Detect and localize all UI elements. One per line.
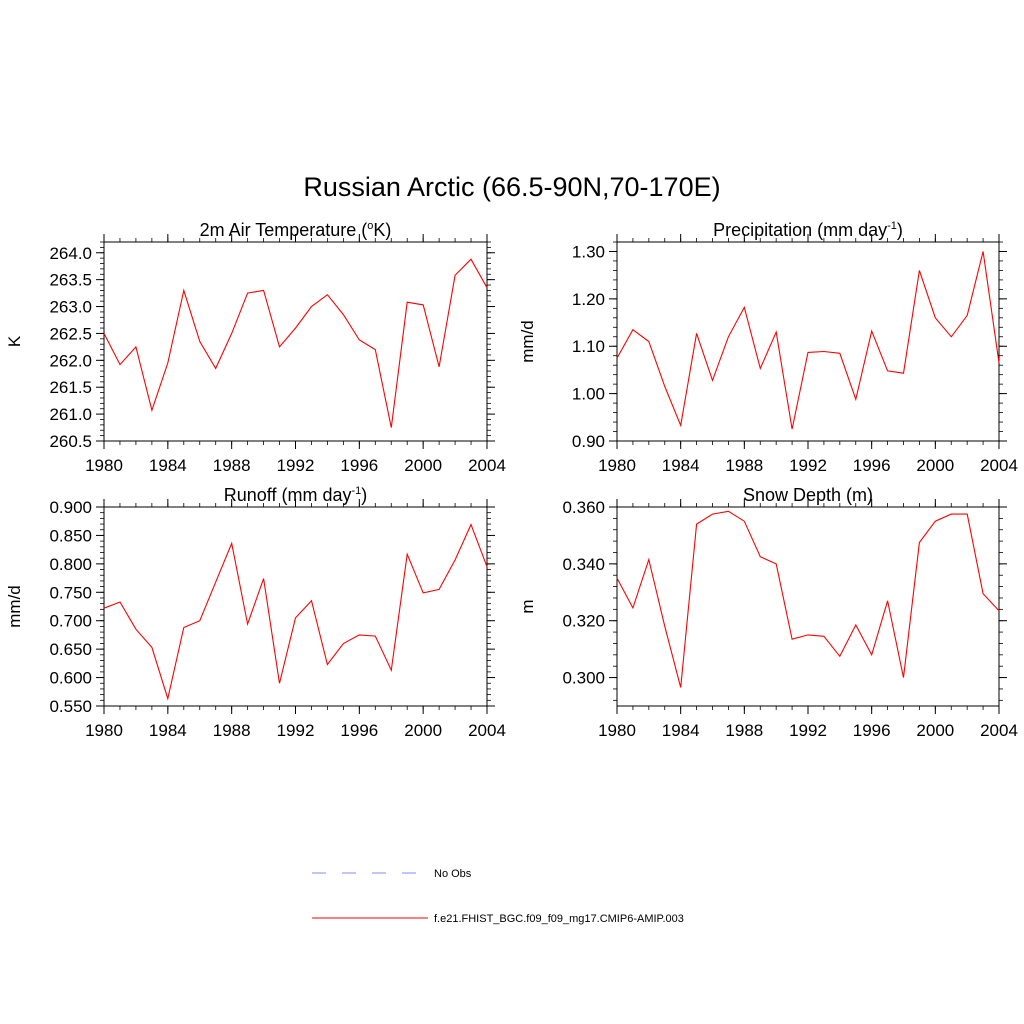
series-line-snow-depth [616,510,1000,688]
panel-runoff: 0.550 0.600 0.650 0.700 0.750 0.800 0.850 0.900… [5,485,506,740]
y-tick-label: 263.5 [49,271,92,290]
y-tick-label: 262.0 [49,351,92,370]
panel-title: Runoff (mm day-1) [224,485,368,505]
y-tick-label: 0.800 [49,555,92,574]
x-tick-label: 2000 [404,456,442,475]
panel-title: 2m Air Temperature (oK) [200,220,392,240]
y-tick-label: 1.30 [572,242,605,261]
x-tick-label: 1988 [213,456,251,475]
y-axis-label: K [5,335,24,347]
y-tick-label: 261.5 [49,378,92,397]
x-tick-label: 2004 [468,456,506,475]
y-tick-label: 261.0 [49,405,92,424]
panel-snow-depth: 0.300 0.320 0.340 0.360 1980 1984 1988 1992 1996… [518,485,1018,740]
y-tick-label: 263.0 [49,298,92,317]
x-tick-label: 1996 [340,456,378,475]
y-axis-label: mm/d [518,320,537,363]
x-tick-label: 1984 [149,721,187,740]
y-tick-label: 0.750 [49,583,92,602]
panels: 260.5 261.0 261.5 262.0 262.5 263.0 263.5 264.0… [5,220,1018,740]
panel-title: Precipitation (mm day-1) [713,220,903,240]
x-tick-label: 1988 [213,721,251,740]
x-tick-label: 2000 [916,721,954,740]
y-tick-label: 264.0 [49,244,92,263]
y-tick-label: 0.90 [572,432,605,451]
y-tick-label: 0.550 [49,697,92,716]
x-tick-label: 1980 [598,456,636,475]
plot-frame-snow-depth [616,506,1000,707]
series-line-runoff [103,523,488,701]
legend-model-label: f.e21.FHIST_BGC.f09_f09_mg17.CMIP6-AMIP.… [434,913,684,925]
x-tick-label: 1992 [277,456,315,475]
y-axis-label: m [518,599,537,613]
plot-frame-air-temperature [103,241,488,442]
y-tick-label: 0.320 [562,612,605,631]
x-tick-label: 1992 [789,456,827,475]
x-tick-label: 1992 [789,721,827,740]
series-line-air-temperature [103,258,488,428]
x-tick-label: 1980 [85,721,123,740]
x-tick-label: 2004 [468,721,506,740]
y-tick-label: 0.360 [562,498,605,517]
y-tick-label: 1.10 [572,337,605,356]
plot-frame-runoff [103,506,488,707]
legend-obs-label: No Obs [434,868,472,880]
y-tick-label: 0.650 [49,640,92,659]
y-tick-label: 0.700 [49,612,92,631]
y-tick-label: 0.300 [562,669,605,688]
panel-precipitation: 0.90 1.00 1.10 1.20 1.30 1980 1984 1988 1992 1996… [518,220,1018,475]
legend: No Obs f.e21.FHIST_BGC.f09_f09_mg17.CMIP… [312,868,684,925]
x-tick-label: 1992 [277,721,315,740]
x-tick-label: 2000 [916,456,954,475]
y-tick-label: 262.5 [49,324,92,343]
series-line-precipitation [616,251,1000,430]
y-tick-label: 1.20 [572,290,605,309]
x-tick-label: 2000 [404,721,442,740]
y-axis-label: mm/d [5,585,24,628]
x-tick-label: 1988 [725,456,763,475]
x-tick-label: 1984 [149,456,187,475]
x-tick-label: 1988 [725,721,763,740]
x-tick-label: 2004 [980,721,1018,740]
y-tick-label: 260.5 [49,432,92,451]
y-tick-label: 0.900 [49,498,92,517]
figure-title: Russian Arctic (66.5-90N,70-170E) [303,172,720,202]
x-tick-label: 1996 [853,721,891,740]
x-tick-label: 1984 [662,456,700,475]
x-tick-label: 1984 [662,721,700,740]
x-tick-label: 1980 [598,721,636,740]
x-tick-label: 1996 [340,721,378,740]
y-tick-label: 0.850 [49,526,92,545]
panel-air-temperature: 260.5 261.0 261.5 262.0 262.5 263.0 263.5 264.0… [5,220,506,475]
x-tick-label: 2004 [980,456,1018,475]
y-tick-label: 0.600 [49,669,92,688]
x-tick-label: 1980 [85,456,123,475]
x-tick-label: 1996 [853,456,891,475]
panel-title: Snow Depth (m) [743,485,873,505]
y-tick-label: 1.00 [572,385,605,404]
y-tick-label: 0.340 [562,555,605,574]
